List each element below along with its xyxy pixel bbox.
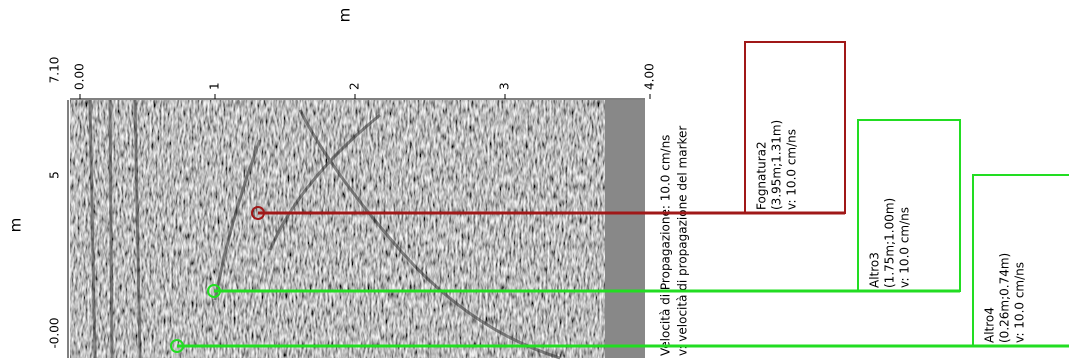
marker-name: Altro4: [983, 307, 997, 343]
tick-label: 7.10: [48, 57, 62, 84]
axis-label: m: [336, 8, 354, 23]
tick-label: 2: [348, 82, 362, 90]
marker-fognatura2[interactable]: Fognatura2 (3.95m;1.31m) v: 10.0 cm/ns: [251, 41, 846, 220]
tick-label: 1: [208, 82, 222, 90]
marker-altro4[interactable]: Altro4 (0.26m;0.74m) v: 10.0 cm/ns: [170, 174, 1069, 353]
marker-velocity: v: 10.0 cm/ns: [1013, 262, 1027, 343]
legend-text: v: velocità di propagazione del marker: [676, 126, 690, 356]
marker-position: (1.75m;1.00m): [883, 198, 897, 288]
tick-label: 3: [498, 82, 512, 90]
marker-altro3[interactable]: Altro3 (1.75m;1.00m) v: 10.0 cm/ns: [207, 119, 961, 298]
top-axis: [70, 94, 651, 100]
axis-label: m: [7, 218, 25, 233]
legend-text: Velocità di Propagazione: 10.0 cm/ns: [659, 135, 673, 356]
marker-position: (0.26m;0.74m): [998, 253, 1012, 343]
tick-label: 5: [48, 171, 62, 179]
marker-velocity: v: 10.0 cm/ns: [898, 207, 912, 288]
marker-name: Fognatura2: [755, 141, 769, 210]
marker-velocity: v: 10.0 cm/ns: [785, 129, 799, 210]
marker-position: (3.95m;1.31m): [770, 120, 784, 210]
radargram-image: [70, 99, 645, 360]
tick-label: 0.00: [73, 63, 87, 90]
marker-name: Altro3: [868, 252, 882, 288]
tick-label: 4.00: [643, 63, 657, 90]
tick-label: -0.00: [48, 317, 62, 348]
